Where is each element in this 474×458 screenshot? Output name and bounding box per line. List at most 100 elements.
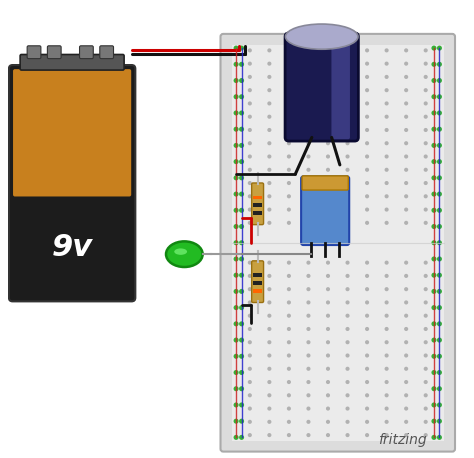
Circle shape bbox=[431, 305, 437, 310]
Circle shape bbox=[404, 300, 408, 305]
Circle shape bbox=[424, 340, 428, 344]
Circle shape bbox=[365, 88, 369, 92]
Circle shape bbox=[326, 168, 330, 172]
Circle shape bbox=[384, 221, 389, 225]
Circle shape bbox=[239, 94, 244, 99]
Circle shape bbox=[234, 419, 238, 424]
Circle shape bbox=[267, 181, 272, 185]
Circle shape bbox=[306, 340, 310, 344]
Circle shape bbox=[424, 141, 428, 145]
Circle shape bbox=[424, 75, 428, 79]
Circle shape bbox=[287, 407, 291, 411]
Circle shape bbox=[346, 168, 350, 172]
Circle shape bbox=[326, 433, 330, 437]
Circle shape bbox=[267, 88, 272, 92]
Circle shape bbox=[346, 88, 350, 92]
Circle shape bbox=[306, 114, 310, 119]
Circle shape bbox=[239, 273, 244, 278]
Circle shape bbox=[404, 128, 408, 132]
Circle shape bbox=[384, 367, 389, 371]
Circle shape bbox=[424, 314, 428, 318]
Circle shape bbox=[404, 380, 408, 384]
Circle shape bbox=[239, 322, 244, 327]
Circle shape bbox=[326, 287, 330, 291]
Circle shape bbox=[287, 393, 291, 398]
Circle shape bbox=[239, 403, 244, 408]
Circle shape bbox=[326, 340, 330, 344]
Circle shape bbox=[239, 191, 244, 196]
Circle shape bbox=[424, 101, 428, 105]
Circle shape bbox=[384, 75, 389, 79]
Circle shape bbox=[267, 433, 272, 437]
Circle shape bbox=[287, 287, 291, 291]
Circle shape bbox=[326, 207, 330, 212]
Circle shape bbox=[404, 168, 408, 172]
Circle shape bbox=[248, 354, 252, 358]
FancyBboxPatch shape bbox=[302, 176, 348, 190]
Circle shape bbox=[248, 300, 252, 305]
Circle shape bbox=[234, 435, 238, 440]
Circle shape bbox=[437, 224, 442, 229]
Circle shape bbox=[404, 274, 408, 278]
Circle shape bbox=[424, 49, 428, 52]
Circle shape bbox=[234, 46, 238, 51]
Circle shape bbox=[346, 340, 350, 344]
Circle shape bbox=[287, 261, 291, 265]
Circle shape bbox=[365, 141, 369, 145]
Circle shape bbox=[384, 433, 389, 437]
Circle shape bbox=[365, 75, 369, 79]
Bar bbox=[253, 289, 262, 293]
Circle shape bbox=[365, 420, 369, 424]
Circle shape bbox=[404, 207, 408, 212]
Circle shape bbox=[267, 340, 272, 344]
Circle shape bbox=[424, 433, 428, 437]
Circle shape bbox=[384, 88, 389, 92]
Circle shape bbox=[404, 314, 408, 318]
Circle shape bbox=[346, 114, 350, 119]
Circle shape bbox=[267, 194, 272, 198]
Circle shape bbox=[248, 61, 252, 65]
Circle shape bbox=[248, 114, 252, 119]
Circle shape bbox=[234, 224, 238, 229]
Circle shape bbox=[287, 128, 291, 132]
Circle shape bbox=[404, 287, 408, 291]
Circle shape bbox=[239, 386, 244, 391]
Circle shape bbox=[287, 61, 291, 65]
Circle shape bbox=[306, 49, 310, 52]
Circle shape bbox=[287, 367, 291, 371]
Circle shape bbox=[431, 354, 437, 359]
FancyBboxPatch shape bbox=[100, 46, 114, 59]
Circle shape bbox=[431, 386, 437, 391]
Circle shape bbox=[248, 49, 252, 52]
Circle shape bbox=[326, 61, 330, 65]
Circle shape bbox=[267, 261, 272, 265]
Circle shape bbox=[326, 114, 330, 119]
Circle shape bbox=[404, 367, 408, 371]
FancyBboxPatch shape bbox=[252, 261, 264, 302]
Circle shape bbox=[365, 194, 369, 198]
Circle shape bbox=[267, 221, 272, 225]
Circle shape bbox=[384, 287, 389, 291]
Circle shape bbox=[234, 208, 238, 213]
Circle shape bbox=[424, 194, 428, 198]
Circle shape bbox=[431, 370, 437, 375]
Circle shape bbox=[326, 101, 330, 105]
Circle shape bbox=[239, 143, 244, 148]
Circle shape bbox=[346, 261, 350, 265]
Circle shape bbox=[365, 300, 369, 305]
Circle shape bbox=[384, 154, 389, 158]
Circle shape bbox=[384, 393, 389, 398]
Circle shape bbox=[306, 287, 310, 291]
Circle shape bbox=[346, 207, 350, 212]
Circle shape bbox=[234, 110, 238, 115]
Circle shape bbox=[267, 407, 272, 411]
Circle shape bbox=[431, 419, 437, 424]
Circle shape bbox=[267, 207, 272, 212]
Circle shape bbox=[365, 154, 369, 158]
Circle shape bbox=[234, 256, 238, 262]
Circle shape bbox=[306, 274, 310, 278]
Circle shape bbox=[424, 114, 428, 119]
Circle shape bbox=[248, 287, 252, 291]
Circle shape bbox=[326, 420, 330, 424]
Circle shape bbox=[431, 62, 437, 67]
